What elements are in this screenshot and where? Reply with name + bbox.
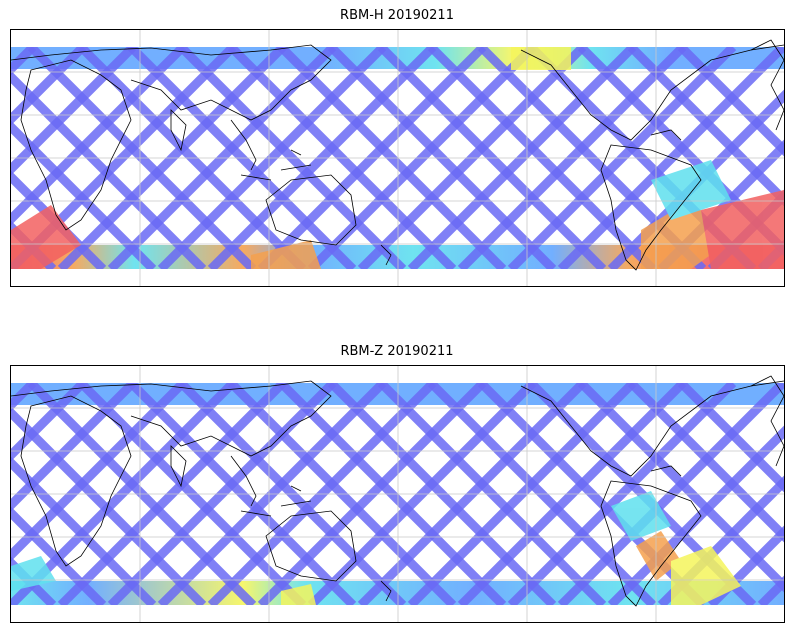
map-panel-top (10, 29, 785, 287)
map-svg-top (11, 30, 784, 286)
graticule-top (11, 30, 784, 286)
coastlines-bottom (11, 375, 784, 607)
coastlines-top (11, 39, 784, 271)
map-svg-bottom (11, 366, 784, 622)
map-panel-bottom (10, 365, 785, 623)
panel-title-top: RBM-H 20190211 (340, 8, 454, 23)
graticule-bottom (11, 366, 784, 622)
panel-title-bottom: RBM-Z 20190211 (340, 344, 454, 359)
